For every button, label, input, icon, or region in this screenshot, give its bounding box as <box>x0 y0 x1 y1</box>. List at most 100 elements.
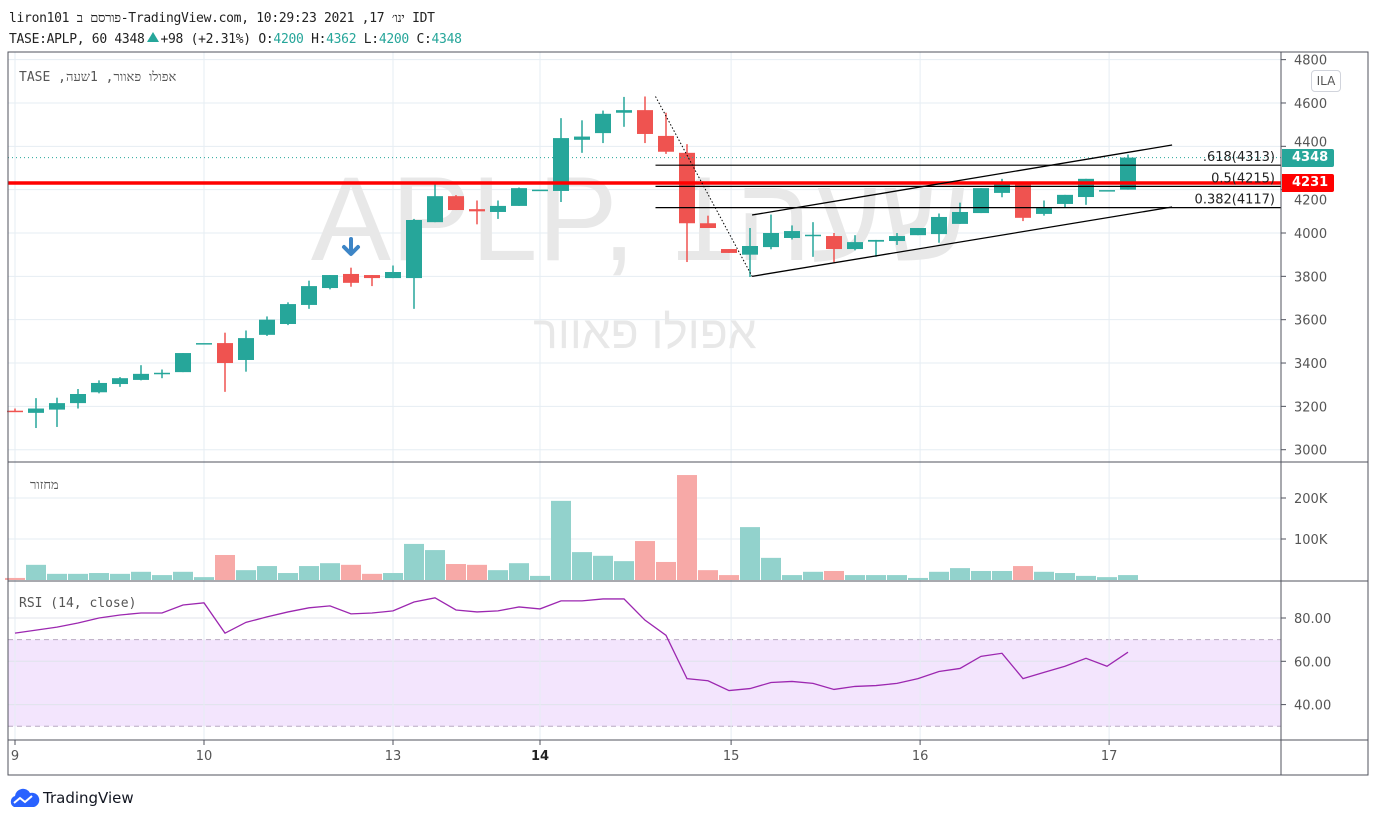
volume-bar <box>383 573 403 580</box>
price-axis-label: 3800 <box>1294 270 1327 285</box>
volume-bar <box>1055 573 1075 580</box>
volume-bar <box>257 566 277 580</box>
volume-bar <box>761 557 781 580</box>
volume-bar <box>677 475 697 580</box>
volume-bar <box>236 570 256 580</box>
time-axis-label: 13 <box>385 749 402 764</box>
volume-bar <box>593 555 613 580</box>
candle-body <box>847 242 863 250</box>
candle-body <box>238 338 254 360</box>
volume-bar <box>509 563 529 580</box>
candle-body <box>1015 182 1031 218</box>
price-axis-label: 4200 <box>1294 194 1327 209</box>
candle-body <box>343 273 359 283</box>
price-axis-label: 3000 <box>1294 444 1327 459</box>
candle-body <box>91 382 107 393</box>
candle-body <box>973 188 989 214</box>
volume-bar <box>530 575 550 580</box>
rsi-legend: RSI (14, close) <box>19 596 137 611</box>
candle-body <box>196 343 212 345</box>
volume-bar <box>1118 575 1138 580</box>
volume-legend: מחזור <box>30 478 59 493</box>
candle-body <box>721 249 737 253</box>
rsi-line <box>14 597 1129 692</box>
volume-bar <box>362 573 382 580</box>
volume-bar <box>278 573 298 580</box>
close-label: C: <box>416 32 432 47</box>
candle-body <box>952 211 968 224</box>
volume-bar <box>740 527 760 580</box>
rsi-axis-label: 80.00 <box>1294 612 1331 627</box>
volume-bar <box>404 543 424 580</box>
volume-bar <box>971 570 991 580</box>
fib-level-label: 0.5(4215) <box>1211 171 1275 186</box>
volume-bar <box>467 564 487 580</box>
volume-bar <box>68 573 88 580</box>
time-axis-label: 16 <box>912 749 929 764</box>
low-label: L: <box>363 32 379 47</box>
volume-bar <box>173 571 193 580</box>
watermark-name: אפולו פאוור <box>533 306 757 358</box>
candle-body <box>994 182 1010 193</box>
time-axis-label: 14 <box>531 749 549 764</box>
candle-body <box>532 189 548 192</box>
candle-body <box>406 219 422 279</box>
published-info: liron101 פורסם ב-TradingView.com, ינו׳ 1… <box>9 11 435 26</box>
candle-body <box>49 403 65 410</box>
time-axis-label: 17 <box>1101 749 1118 764</box>
candle-body <box>805 234 821 237</box>
volume-bar <box>488 570 508 580</box>
candle-body <box>574 136 590 140</box>
trend-line <box>655 96 753 277</box>
rsi-axis-label: 60.00 <box>1294 655 1331 670</box>
candle-body <box>322 275 338 289</box>
volume-bar <box>845 575 865 580</box>
candle-body <box>742 246 758 255</box>
candle-body <box>595 113 611 134</box>
open-value: 4200 <box>273 32 304 47</box>
volume-bar <box>26 564 46 580</box>
volume-bar <box>446 564 466 580</box>
candle-body <box>868 239 884 242</box>
candle-body <box>826 236 842 250</box>
candle-body <box>301 286 317 305</box>
candle-body <box>1099 190 1115 192</box>
candle-body <box>910 228 926 236</box>
candle-body <box>175 353 191 373</box>
price-axis-label: 3400 <box>1294 357 1327 372</box>
candle-body <box>427 196 443 223</box>
volume-bar <box>824 570 844 580</box>
time-axis-label: 9 <box>11 749 19 764</box>
currency-badge[interactable]: ILA <box>1311 70 1341 92</box>
candle-body <box>364 275 380 279</box>
candle-body <box>448 196 464 211</box>
candle-body <box>385 272 401 279</box>
brand-name: TradingView <box>43 789 134 807</box>
volume-bar <box>194 577 214 580</box>
main-legend-text: אפולו פאוור, 1שעה, TASE <box>19 70 177 85</box>
fib-level-label: .618(4313) <box>1203 150 1275 165</box>
candle-body <box>763 233 779 248</box>
candle-body <box>784 231 800 238</box>
volume-bar <box>572 552 592 580</box>
volume-bar <box>719 575 739 580</box>
candle-body <box>7 410 23 413</box>
candle-body <box>133 373 149 380</box>
volume-bar <box>341 564 361 580</box>
channel-upper-line <box>751 144 1173 216</box>
chart-frame <box>7 51 1369 776</box>
candle-body <box>511 188 527 206</box>
low-value: 4200 <box>378 32 409 47</box>
candle-body <box>1120 157 1136 190</box>
volume-bar <box>698 570 718 580</box>
last-price-tag: 4348 <box>1282 149 1334 167</box>
volume-bar <box>299 566 319 580</box>
volume-bar <box>1013 566 1033 580</box>
tradingview-logo[interactable]: TradingView <box>8 788 134 808</box>
volume-bar <box>656 561 676 580</box>
last-price: 4348 <box>114 32 145 47</box>
volume-bar <box>950 568 970 580</box>
channel-lower-line <box>751 206 1173 277</box>
volume-bar <box>1076 575 1096 580</box>
